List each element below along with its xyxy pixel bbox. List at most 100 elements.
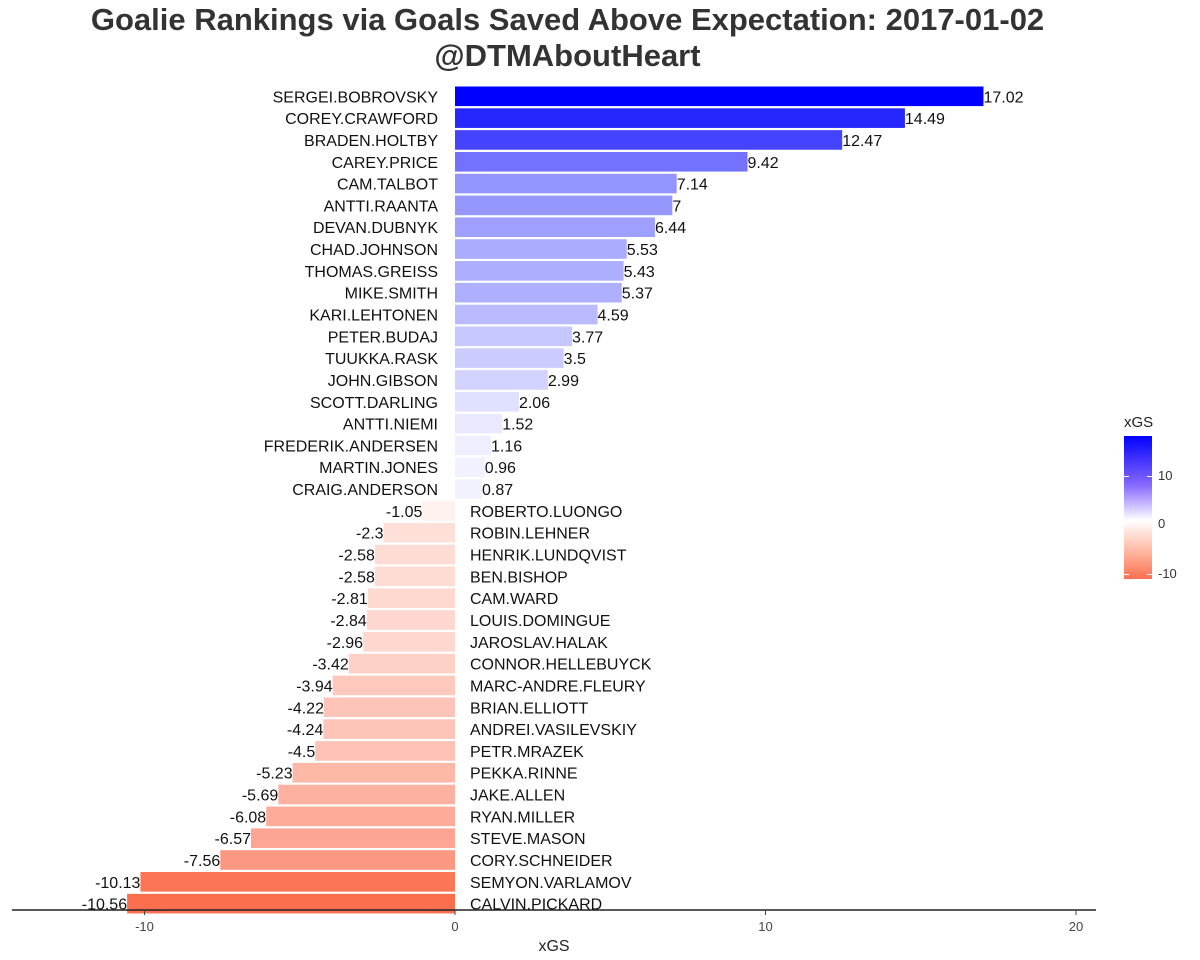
category-label: ANTTI.NIEMI <box>343 417 438 434</box>
bar <box>455 413 503 434</box>
bar <box>251 828 455 848</box>
data-label: 1.16 <box>491 438 522 455</box>
category-label: COREY.CRAWFORD <box>285 111 438 128</box>
bar <box>455 326 573 347</box>
category-label: JAROSLAV.HALAK <box>470 635 608 652</box>
data-label: -3.94 <box>296 678 333 695</box>
category-label: CAREY.PRICE <box>332 155 438 172</box>
category-label: ROBIN.LEHNER <box>470 526 590 543</box>
legend-tick-label: 0 <box>1158 516 1166 531</box>
data-label: 5.37 <box>622 286 653 303</box>
bar <box>455 479 483 499</box>
bar <box>455 370 548 390</box>
category-label: THOMAS.GREISS <box>305 264 438 281</box>
x-axis-label: xGS <box>538 938 569 955</box>
bar <box>367 588 455 608</box>
category-label: BEN.BISHOP <box>470 569 568 586</box>
legend-gradient-bar <box>1124 436 1152 579</box>
data-label: -7.56 <box>184 853 221 870</box>
bar <box>363 632 455 652</box>
data-label: 0.96 <box>485 460 516 477</box>
bar <box>220 850 455 870</box>
bar <box>455 86 984 107</box>
category-label: CHAD.JOHNSON <box>310 242 438 259</box>
bar <box>315 741 455 761</box>
data-label: -2.96 <box>327 635 364 652</box>
bar <box>455 130 843 150</box>
data-label: -5.69 <box>242 788 279 805</box>
bar <box>383 522 455 543</box>
bar <box>292 762 455 783</box>
data-label: 9.42 <box>747 155 778 172</box>
chart-title: Goalie Rankings via Goals Saved Above Ex… <box>90 2 1045 37</box>
data-label: -2.84 <box>330 613 367 630</box>
bar <box>455 108 905 128</box>
bar <box>140 872 455 892</box>
data-label: 12.47 <box>842 133 882 150</box>
category-label: CALVIN.PICKARD <box>470 897 602 914</box>
category-label: STEVE.MASON <box>470 831 586 848</box>
data-label: -5.23 <box>256 766 293 783</box>
bar <box>366 610 455 630</box>
category-label: JOHN.GIBSON <box>328 373 438 390</box>
bar <box>266 806 455 827</box>
category-label: ANTTI.RAANTA <box>324 198 439 215</box>
data-label: 7 <box>672 198 681 215</box>
category-label: MARTIN.JONES <box>319 460 438 477</box>
data-label: 17.02 <box>983 89 1023 106</box>
data-label: -10.13 <box>95 875 140 892</box>
bar <box>455 457 485 478</box>
bar <box>455 304 598 325</box>
x-tick-label: -10 <box>135 919 154 934</box>
bar <box>323 697 455 718</box>
legend-tick-mark <box>1147 524 1152 525</box>
data-label: -4.5 <box>288 744 316 761</box>
legend-title: xGS <box>1124 414 1154 431</box>
category-label: MARC-ANDRE.FLEURY <box>470 678 646 695</box>
category-label: CORY.SCHNEIDER <box>470 853 613 870</box>
data-label: 14.49 <box>905 111 945 128</box>
category-label: SEMYON.VARLAMOV <box>470 875 632 892</box>
data-label: -4.24 <box>287 722 324 739</box>
x-tick-label: 0 <box>451 919 458 934</box>
bar <box>455 348 564 368</box>
bar <box>323 719 455 739</box>
category-label: KARI.LEHTONEN <box>309 308 438 325</box>
bar <box>278 784 455 805</box>
category-label: MIKE.SMITH <box>345 286 438 303</box>
category-label: BRADEN.HOLTBY <box>304 133 438 150</box>
legend-tick-label: 10 <box>1158 468 1173 483</box>
data-label: 2.06 <box>519 395 550 412</box>
data-label: -1.05 <box>386 504 423 521</box>
data-label: -6.57 <box>215 831 252 848</box>
bar <box>455 195 673 216</box>
color-legend: xGS 10 0 -10 <box>1124 414 1194 581</box>
data-label: 5.43 <box>624 264 655 281</box>
legend-tick-mark <box>1124 574 1129 575</box>
bar <box>422 501 455 521</box>
bar <box>127 893 455 914</box>
legend-tick-label: -10 <box>1158 566 1177 581</box>
category-label: ROBERTO.LUONGO <box>470 504 622 521</box>
category-label: PEKKA.RINNE <box>470 766 578 783</box>
chart-subtitle: @DTMAboutHeart <box>434 38 701 73</box>
data-label: 6.44 <box>655 220 686 237</box>
data-label: 7.14 <box>677 177 708 194</box>
data-label: 1.52 <box>502 417 533 434</box>
data-label: -2.81 <box>331 591 368 608</box>
category-label: LOUIS.DOMINGUE <box>470 613 610 630</box>
category-label: BRIAN.ELLIOTT <box>470 700 588 717</box>
legend-tick-mark <box>1147 574 1152 575</box>
category-label: SERGEI.BOBROVSKY <box>273 89 439 106</box>
data-label: 2.99 <box>548 373 579 390</box>
data-label: -4.22 <box>288 700 325 717</box>
data-label: -6.08 <box>230 809 267 826</box>
category-label: CAM.TALBOT <box>337 177 438 194</box>
data-label: 4.59 <box>598 308 629 325</box>
x-tick-label: 20 <box>1069 919 1083 934</box>
category-label: PETER.BUDAJ <box>328 329 438 346</box>
category-label: DEVAN.DUBNYK <box>313 220 438 237</box>
bar <box>455 261 624 281</box>
legend-tick-mark <box>1124 476 1129 477</box>
